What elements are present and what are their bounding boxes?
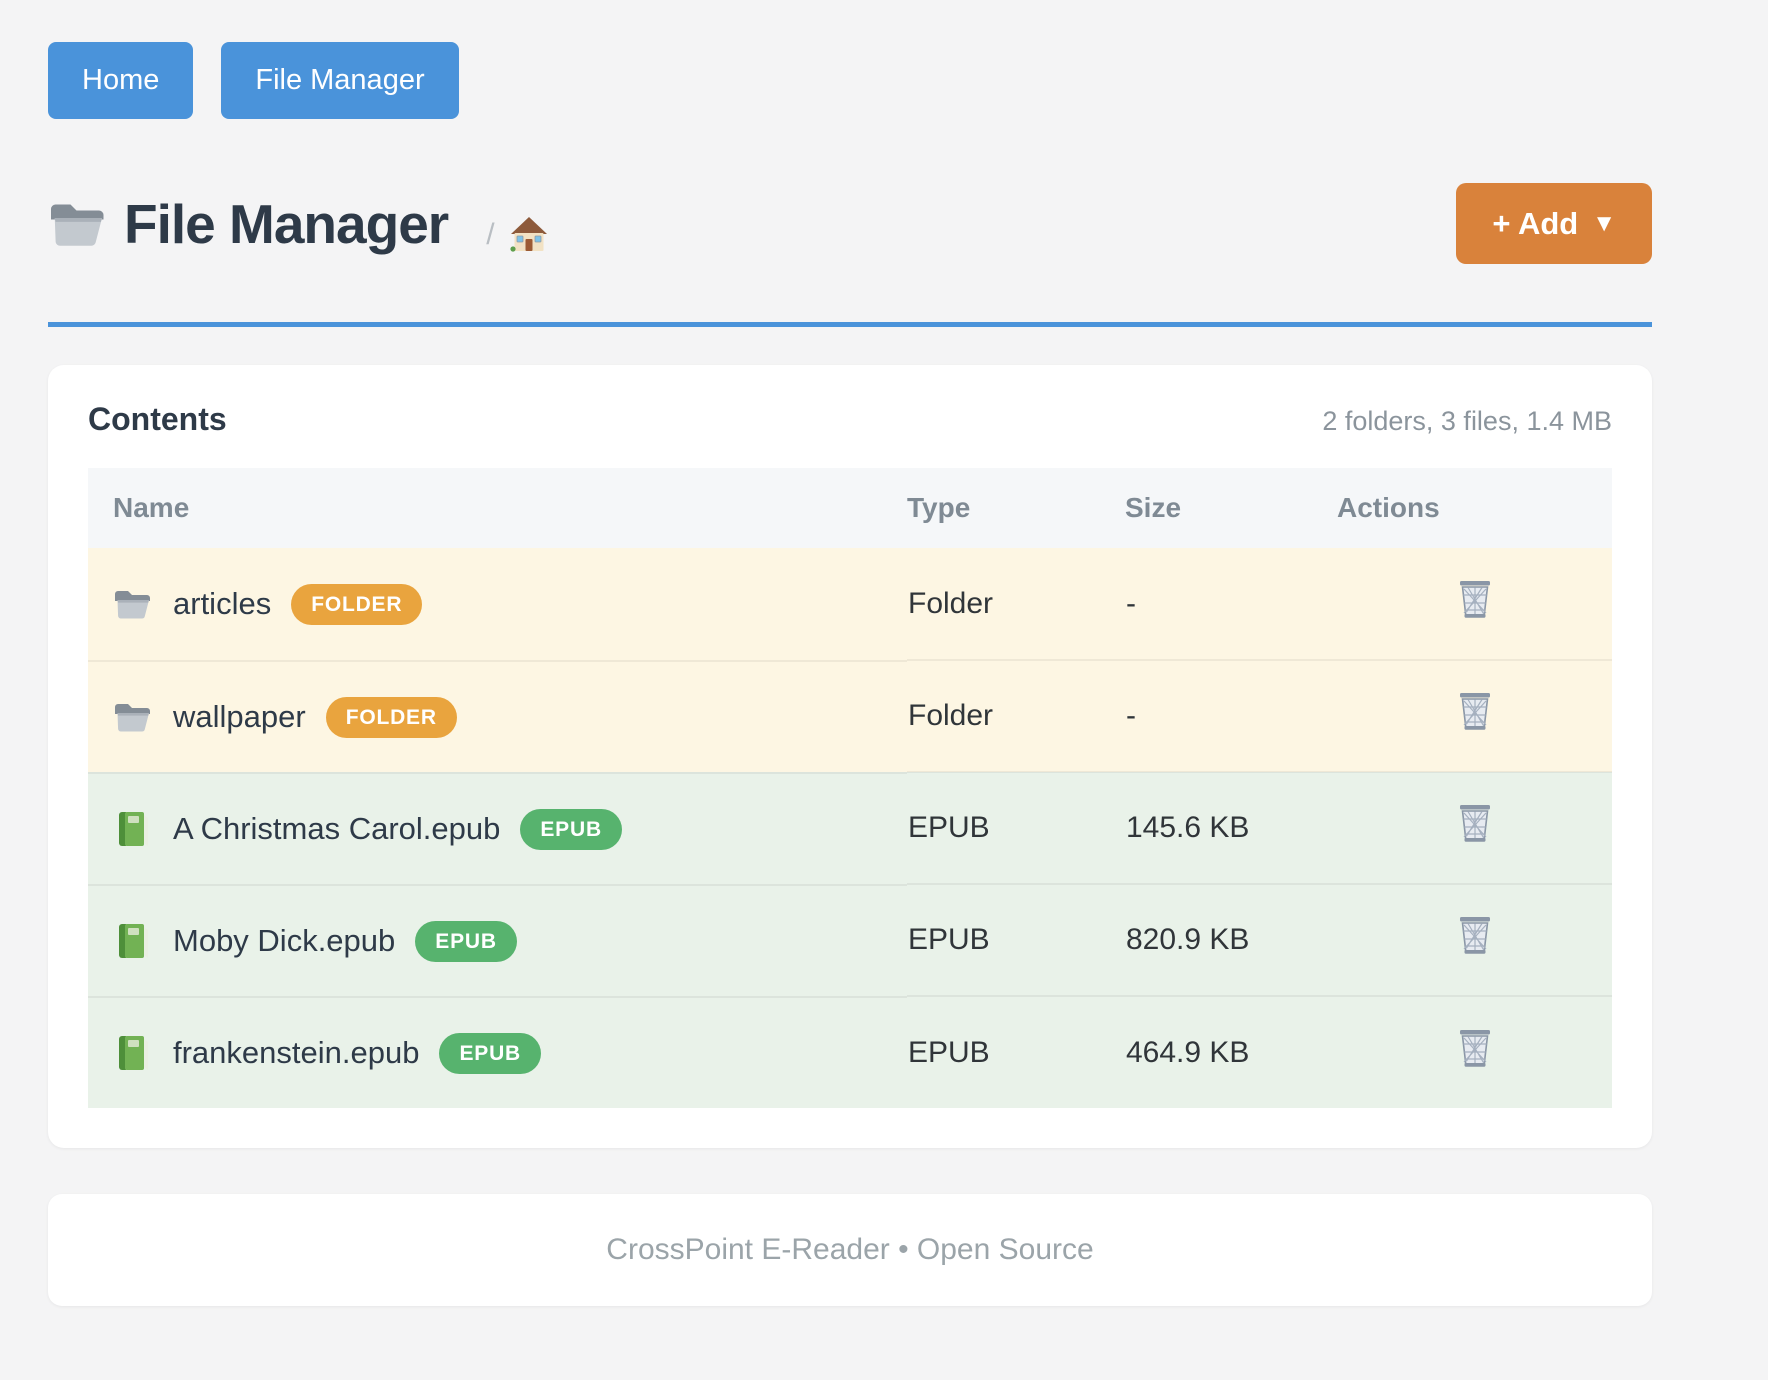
- folder-icon: [115, 591, 150, 619]
- top-navigation: Home File Manager: [48, 42, 1652, 119]
- card-header: Contents 2 folders, 3 files, 1.4 MB: [88, 401, 1612, 438]
- file-name: frankenstein.epub: [173, 1035, 420, 1070]
- table-row[interactable]: A Christmas Carol.epub EPUB EPUB 145.6 K…: [88, 771, 1612, 884]
- nav-file-manager-button[interactable]: File Manager: [221, 42, 459, 119]
- trash-icon: [1458, 804, 1491, 843]
- column-header-type: Type: [907, 492, 971, 523]
- size-cell: -: [1126, 586, 1136, 620]
- file-name: wallpaper: [173, 699, 306, 734]
- footer-text: CrossPoint E-Reader • Open Source: [606, 1233, 1094, 1266]
- title-group: File Manager /: [48, 192, 549, 256]
- file-name: Moby Dick.epub: [173, 923, 396, 958]
- footer: CrossPoint E-Reader • Open Source: [48, 1194, 1652, 1306]
- delete-button[interactable]: [1456, 691, 1494, 733]
- size-cell: -: [1125, 659, 1337, 772]
- type-cell: Folder: [907, 659, 1125, 772]
- size-cell: 145.6 KB: [1125, 771, 1337, 884]
- contents-heading: Contents: [88, 401, 227, 437]
- table-header-row: Name Type Size Actions: [88, 468, 1612, 548]
- trash-icon: [1458, 692, 1491, 731]
- table-row[interactable]: wallpaper FOLDER Folder -: [88, 659, 1612, 772]
- type-cell: Folder: [908, 586, 994, 620]
- size-cell: 820.9 KB: [1125, 883, 1337, 996]
- breadcrumb-separator: /: [486, 217, 495, 251]
- folder-icon: [115, 704, 150, 732]
- page: Home File Manager File Manager / + Add ▼…: [48, 0, 1652, 1306]
- table-row[interactable]: frankenstein.epub EPUB EPUB 464.9 KB: [88, 995, 1612, 1108]
- folder-badge: FOLDER: [291, 583, 423, 625]
- column-header-name: Name: [113, 492, 190, 523]
- contents-card: Contents 2 folders, 3 files, 1.4 MB Name…: [48, 365, 1652, 1148]
- house-icon[interactable]: [509, 214, 549, 254]
- epub-badge: EPUB: [415, 920, 517, 962]
- type-cell: EPUB: [907, 995, 1125, 1108]
- table-row[interactable]: articles FOLDER Folder -: [88, 548, 1612, 660]
- trash-icon: [1458, 1028, 1491, 1067]
- delete-button[interactable]: [1456, 915, 1494, 957]
- size-cell: 464.9 KB: [1125, 995, 1337, 1108]
- column-header-actions: Actions: [1337, 492, 1440, 523]
- trash-icon: [1458, 579, 1491, 618]
- delete-button[interactable]: [1456, 1028, 1494, 1070]
- page-title: File Manager: [124, 192, 449, 255]
- nav-home-button[interactable]: Home: [48, 42, 194, 119]
- delete-button[interactable]: [1456, 579, 1494, 621]
- green-book-icon: [119, 812, 148, 846]
- epub-badge: EPUB: [520, 808, 622, 850]
- table-row[interactable]: Moby Dick.epub EPUB EPUB 820.9 KB: [88, 883, 1612, 996]
- contents-summary: 2 folders, 3 files, 1.4 MB: [1322, 406, 1612, 436]
- type-cell: EPUB: [907, 771, 1125, 884]
- trash-icon: [1458, 916, 1491, 955]
- header-divider: [48, 322, 1652, 327]
- green-book-icon: [119, 1036, 148, 1070]
- folder-icon: [51, 204, 104, 246]
- green-book-icon: [119, 924, 148, 958]
- page-header: File Manager / + Add ▼: [48, 183, 1652, 264]
- add-button-label: + Add: [1492, 206, 1579, 241]
- add-button[interactable]: + Add ▼: [1456, 183, 1652, 264]
- file-table: Name Type Size Actions articles FOLDER F…: [88, 468, 1612, 1108]
- folder-badge: FOLDER: [325, 696, 457, 738]
- delete-button[interactable]: [1456, 803, 1494, 845]
- epub-badge: EPUB: [439, 1032, 542, 1074]
- file-name: articles: [173, 586, 272, 621]
- caret-down-icon: ▼: [1592, 209, 1616, 237]
- type-cell: EPUB: [907, 883, 1125, 996]
- file-name: A Christmas Carol.epub: [173, 811, 501, 846]
- column-header-size: Size: [1125, 492, 1182, 523]
